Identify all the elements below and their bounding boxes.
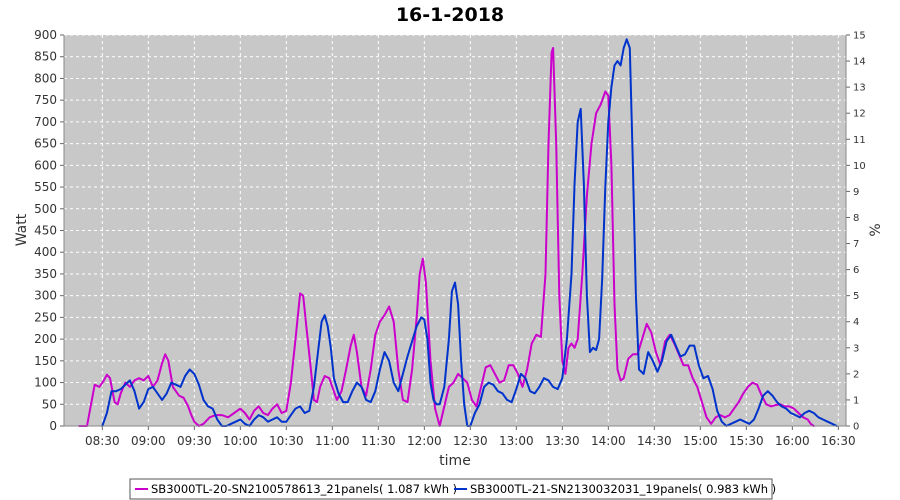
chart-title: 16-1-2018 bbox=[396, 4, 504, 26]
y2-tick-label: 9 bbox=[853, 187, 859, 198]
legend-label-series-2: SB3000TL-21-SN2130032031_19panels( 0.983… bbox=[470, 482, 776, 496]
y-tick-label: 650 bbox=[34, 137, 57, 151]
y2-tick-label: 3 bbox=[853, 343, 859, 354]
x-tick-label: 09:00 bbox=[131, 434, 166, 448]
y-tick-label: 300 bbox=[34, 289, 57, 303]
y2-tick-label: 2 bbox=[853, 369, 859, 380]
x-tick-label: 12:30 bbox=[453, 434, 488, 448]
y-tick-label: 400 bbox=[34, 245, 57, 259]
y-tick-label: 0 bbox=[49, 419, 57, 433]
x-tick-label: 16:30 bbox=[821, 434, 856, 448]
y2-tick-label: 8 bbox=[853, 213, 859, 224]
x-tick-label: 15:30 bbox=[729, 434, 764, 448]
series-line-1 bbox=[78, 47, 815, 427]
y2-tick-label: 12 bbox=[853, 109, 866, 120]
y2-tick-label: 6 bbox=[853, 265, 859, 276]
y2-tick-label: 4 bbox=[853, 317, 859, 328]
y-tick-label: 600 bbox=[34, 158, 57, 172]
y2-tick-label: 15 bbox=[853, 31, 866, 42]
y-tick-label: 200 bbox=[34, 332, 57, 346]
x-tick-label: 12:00 bbox=[407, 434, 442, 448]
legend: SB3000TL-20-SN2100578613_21panels( 1.087… bbox=[129, 478, 776, 500]
y2-axis-label: % bbox=[868, 223, 884, 236]
x-tick-label: 08:30 bbox=[85, 434, 120, 448]
y2-tick-label: 10 bbox=[853, 161, 866, 172]
x-tick-label: 15:00 bbox=[683, 434, 718, 448]
y-tick-label: 750 bbox=[34, 93, 57, 107]
y2-tick-label: 1 bbox=[853, 395, 859, 406]
x-tick-label: 14:30 bbox=[637, 434, 672, 448]
y-axis-label: Watt bbox=[14, 213, 30, 246]
axes bbox=[60, 34, 850, 430]
x-tick-label: 09:30 bbox=[177, 434, 212, 448]
x-tick-label: 13:00 bbox=[499, 434, 534, 448]
y-tick-label: 450 bbox=[34, 224, 57, 238]
series-lines bbox=[78, 38, 838, 427]
legend-label-series-1: SB3000TL-20-SN2100578613_21panels( 1.087… bbox=[151, 482, 457, 496]
y-tick-label: 800 bbox=[34, 71, 57, 85]
y2-tick-label: 11 bbox=[853, 135, 866, 146]
x-axis-label: time bbox=[439, 453, 471, 469]
y2-tick-label: 13 bbox=[853, 83, 866, 94]
y-tick-label: 100 bbox=[34, 376, 57, 390]
y-tick-label: 900 bbox=[34, 28, 57, 42]
x-tick-label: 13:30 bbox=[545, 434, 580, 448]
x-tick-label: 11:30 bbox=[361, 434, 396, 448]
y-tick-label: 850 bbox=[34, 50, 57, 64]
x-tick-label: 10:30 bbox=[269, 434, 304, 448]
x-tick-label: 11:00 bbox=[315, 434, 350, 448]
x-tick-label: 16:00 bbox=[775, 434, 810, 448]
series-line-2 bbox=[101, 38, 838, 427]
y-tick-label: 700 bbox=[34, 115, 57, 129]
y-tick-label: 50 bbox=[42, 397, 57, 411]
y2-tick-label: 14 bbox=[853, 57, 866, 68]
y2-tick-label: 7 bbox=[853, 239, 859, 250]
y-tick-label: 350 bbox=[34, 267, 57, 281]
legend-box bbox=[129, 478, 773, 500]
tick-labels: 0501001502002503003504004505005506006507… bbox=[34, 28, 866, 448]
y-tick-label: 500 bbox=[34, 202, 57, 216]
y2-tick-label: 0 bbox=[853, 422, 859, 433]
y-tick-label: 550 bbox=[34, 180, 57, 194]
x-tick-label: 10:00 bbox=[223, 434, 258, 448]
y-tick-label: 250 bbox=[34, 310, 57, 324]
y-tick-label: 150 bbox=[34, 354, 57, 368]
x-tick-label: 14:00 bbox=[591, 434, 626, 448]
y2-tick-label: 5 bbox=[853, 291, 859, 302]
